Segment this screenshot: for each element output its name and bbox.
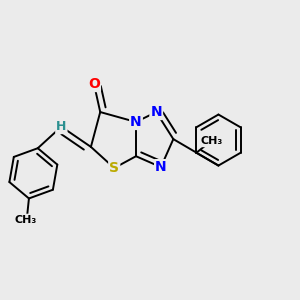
Text: N: N <box>130 115 142 129</box>
Text: CH₃: CH₃ <box>201 136 223 146</box>
Text: S: S <box>109 161 119 175</box>
Text: N: N <box>150 105 162 119</box>
Text: O: O <box>88 77 100 91</box>
Text: CH₃: CH₃ <box>14 214 37 225</box>
Text: H: H <box>56 120 67 133</box>
Text: N: N <box>155 160 167 174</box>
